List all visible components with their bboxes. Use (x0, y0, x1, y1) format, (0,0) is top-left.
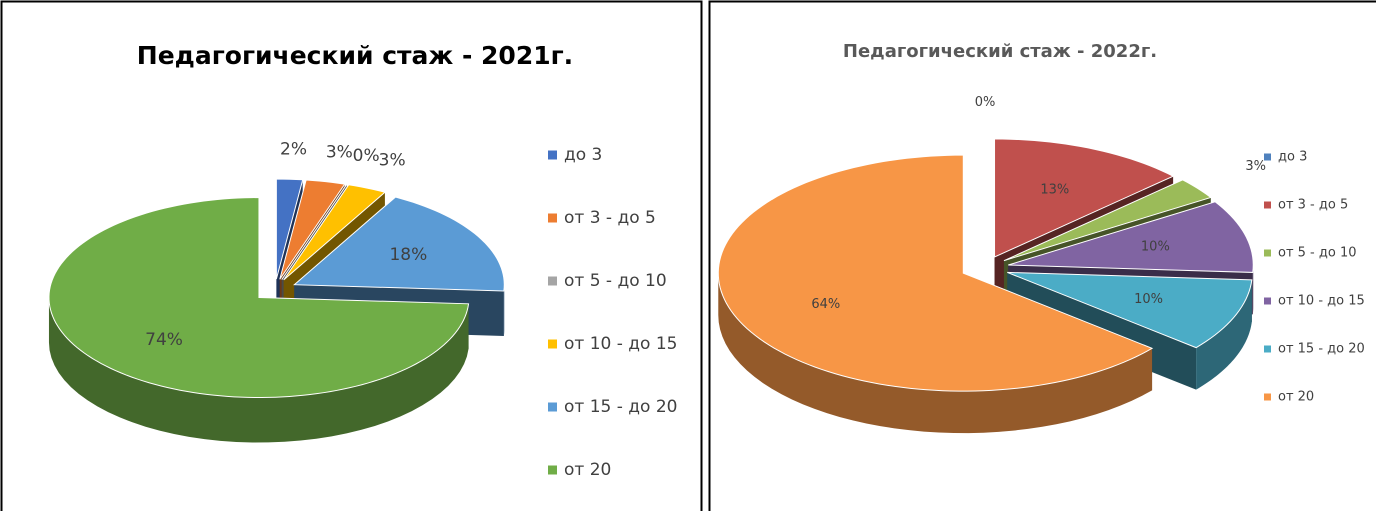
legend-label: от 15 - до 20 (564, 397, 677, 417)
legend-label: от 10 - до 15 (1278, 294, 1365, 309)
pie-slice (281, 184, 348, 280)
pie-slice (1007, 271, 1253, 349)
pie-slice (275, 178, 304, 280)
pie-slice (292, 196, 505, 292)
pie-slice (717, 154, 1154, 392)
legend-swatch (1264, 393, 1271, 401)
legend-swatch (548, 465, 557, 475)
data-label: 10% (1141, 239, 1170, 254)
data-label: 3% (379, 151, 406, 171)
panel-border (708, 0, 1376, 511)
legend-label: от 5 - до 10 (564, 271, 667, 291)
data-label: 10% (1134, 292, 1163, 307)
slice-side (718, 273, 1153, 434)
legend-swatch (1264, 297, 1271, 305)
pie-slice (1003, 179, 1212, 262)
legend-swatch (548, 339, 557, 349)
slice-side (48, 297, 469, 443)
data-label: 2% (280, 139, 307, 159)
data-label: 13% (1040, 182, 1069, 197)
legend-swatch (1264, 345, 1271, 353)
panel-border (0, 0, 703, 511)
legend-label: от 20 (1278, 390, 1314, 405)
legend-label: от 3 - до 5 (564, 208, 656, 228)
legend-label: от 5 - до 10 (1278, 246, 1357, 261)
data-label: 0% (353, 146, 380, 166)
chart-title: Педагогический стаж - 2022г. (843, 41, 1157, 62)
legend-label: от 3 - до 5 (1278, 198, 1348, 213)
data-label: 18% (389, 245, 427, 265)
legend-label: от 20 (564, 460, 611, 480)
legend-label: до 3 (564, 145, 602, 165)
data-label: 64% (811, 297, 840, 312)
legend-swatch (1264, 153, 1271, 161)
legend-label: от 15 - до 20 (1278, 342, 1365, 357)
slice-side (1196, 279, 1252, 390)
data-labels: 2% 3% 0% 3% 18% 74% (145, 139, 427, 350)
legend-label: до 3 (1278, 150, 1307, 165)
slice-sides (718, 265, 1254, 434)
chart-title: Педагогический стаж - 2021г. (137, 41, 573, 70)
legend-swatch (548, 213, 557, 223)
pie-slice (279, 179, 346, 280)
data-labels: 0% 13% 3% 10% 10% 64% (811, 95, 1266, 312)
data-label: 74% (145, 330, 183, 350)
pie-slice (283, 184, 386, 281)
data-label: 3% (326, 142, 353, 162)
legend-label: от 10 - до 15 (564, 334, 677, 354)
legend-swatch (548, 276, 557, 286)
pie-slice (994, 138, 1175, 258)
legend-swatch (548, 402, 557, 412)
slice-tops (717, 138, 1254, 392)
data-label: 0% (975, 95, 996, 110)
pie-slice (48, 197, 470, 399)
legend-swatch (1264, 249, 1271, 257)
legend-swatch (548, 150, 557, 160)
pie-slice (1008, 201, 1254, 273)
data-label: 3% (1245, 159, 1266, 174)
slice-tops (48, 178, 505, 399)
legend-swatch (1264, 201, 1271, 209)
slice-sides (48, 284, 505, 443)
